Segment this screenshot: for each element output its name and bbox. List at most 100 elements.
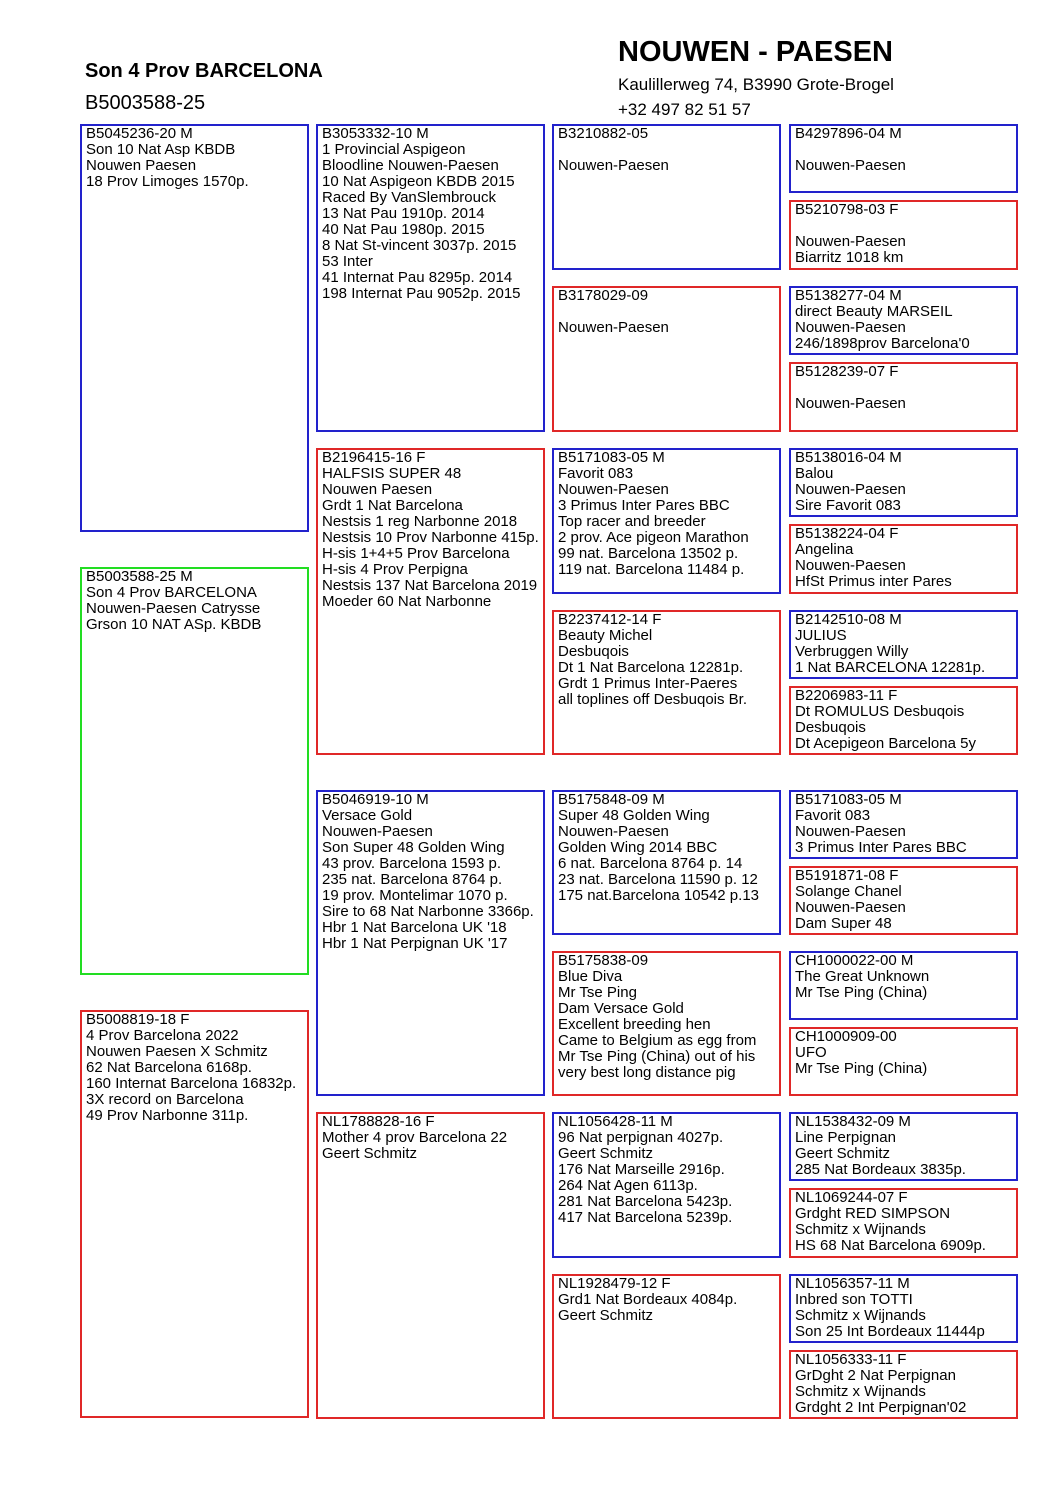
ring-number: B5138277-04 M <box>795 287 902 304</box>
pedigree-line: 1 Nat BARCELONA 12281p. <box>795 659 986 676</box>
pedigree-box-g4-6: B2142510-08 M JULIUS Verbruggen Willy 1 Nat… <box>789 610 1018 679</box>
ring-number: B5175848-09 M <box>558 791 665 808</box>
ring-number: B5008819-18 F <box>86 1011 190 1028</box>
pedigree-box-g3-0: B3210882-05 Nouwen-Paesen <box>552 124 781 270</box>
pedigree-line <box>795 218 1012 234</box>
pedigree-line: 3 Primus Inter Pares BBC <box>558 497 730 514</box>
pedigree-line: Mr Tse Ping <box>558 984 637 1001</box>
ring-number: B5046919-10 M <box>322 791 429 808</box>
subject-title: Son 4 Prov BARCELONA <box>85 60 323 82</box>
pedigree-line: Geert Schmitz <box>322 1145 418 1162</box>
pedigree-line: Geert Schmitz <box>795 1145 891 1162</box>
pedigree-line: Moeder 60 Nat Narbonne <box>322 593 492 610</box>
pedigree-line: 62 Nat Barcelona 6168p. <box>86 1059 252 1076</box>
pedigree-line: Inbred son TOTTI <box>795 1291 913 1308</box>
ring-number: B5175838-09 <box>558 952 649 969</box>
pedigree-line: Dam Super 48 <box>795 915 892 932</box>
ring-number: B5191871-08 F <box>795 867 899 884</box>
pedigree-line: Nouwen Paesen <box>86 157 197 174</box>
pedigree-line: 3X record on Barcelona <box>86 1091 244 1108</box>
pedigree-line: Schmitz x Wijnands <box>795 1383 926 1400</box>
pedigree-line: Dt 1 Nat Barcelona 12281p. <box>558 659 744 676</box>
pedigree-line: The Great Unknown <box>795 968 930 985</box>
pedigree-line: Hbr 1 Nat Perpignan UK '17 <box>322 935 508 952</box>
pedigree-line: Nouwen-Paesen <box>795 319 906 336</box>
pedigree-line: Nouwen-Paesen <box>795 157 906 174</box>
pedigree-box-g4-3: B5128239-07 F Nouwen-Paesen <box>789 362 1018 432</box>
pedigree-line <box>558 304 775 320</box>
pedigree-line: Versace Gold <box>322 807 413 824</box>
pedigree-line: Beauty Michel <box>558 627 653 644</box>
pedigree-box-g4-11: CH1000909-00 UFO Mr Tse Ping (China) <box>789 1027 1018 1096</box>
pedigree-line: Son 25 Int Bordeaux 11444p <box>795 1323 985 1340</box>
pedigree-line: Nestsis 137 Nat Barcelona 2019 <box>322 577 538 594</box>
pedigree-box-g2-1: B2196415-16 F HALFSIS SUPER 48 Nouwen Paes… <box>316 448 545 755</box>
pedigree-line: HS 68 Nat Barcelona 6909p. <box>795 1237 986 1254</box>
pedigree-box-g2-2: B5046919-10 M Versace Gold Nouwen-Paesen So… <box>316 790 545 1096</box>
pedigree-line: Nouwen-Paesen <box>558 823 669 840</box>
pedigree-box-g4-14: NL1056357-11 M Inbred son TOTTI Schmitz x … <box>789 1274 1018 1343</box>
pedigree-box-g4-10: CH1000022-00 M The Great Unknown Mr Tse Pi… <box>789 951 1018 1020</box>
pedigree-line: Geert Schmitz <box>558 1307 654 1324</box>
pedigree-line: Nouwen Paesen <box>322 481 433 498</box>
pedigree-line: UFO <box>795 1044 827 1061</box>
pedigree-line: 43 prov. Barcelona 1593 p. <box>322 855 502 872</box>
pedigree-line: 281 Nat Barcelona 5423p. <box>558 1193 733 1210</box>
pedigree-line: Schmitz x Wijnands <box>795 1307 926 1324</box>
ring-number: B2237412-14 F <box>558 611 662 628</box>
pedigree-line: H-sis 4 Prov Perpigna <box>322 561 468 578</box>
pedigree-box-g3-4: B5175848-09 M Super 48 Golden Wing Nouwen-… <box>552 790 781 935</box>
pedigree-line: Nouwen-Paesen <box>795 557 906 574</box>
pedigree-box-sire: B5045236-20 M Son 10 Nat Asp KBDB Nouwen P… <box>80 124 309 532</box>
pedigree-line: Son 4 Prov BARCELONA <box>86 584 257 601</box>
pedigree-line: Super 48 Golden Wing <box>558 807 710 824</box>
pedigree-line: HfSt Primus inter Pares <box>795 573 952 590</box>
ring-number: B3178029-09 <box>558 287 649 304</box>
pedigree-line: Nouwen-Paesen <box>558 157 669 174</box>
pedigree-box-g4-1: B5210798-03 F Nouwen-Paesen Biarritz 1018 … <box>789 200 1018 270</box>
ring-number: NL1056333-11 F <box>795 1351 907 1368</box>
ring-number: NL1928479-12 F <box>558 1275 671 1292</box>
pedigree-box-g4-15: NL1056333-11 F GrDght 2 Nat Perpignan Schm… <box>789 1350 1018 1419</box>
pedigree-box-g4-7: B2206983-11 F Dt ROMULUS Desbuqois Desbuqo… <box>789 686 1018 755</box>
pedigree-line: Grdght 2 Int Perpignan'02 <box>795 1399 967 1416</box>
pedigree-line: Balou <box>795 465 834 482</box>
pedigree-line: 285 Nat Bordeaux 3835p. <box>795 1161 966 1178</box>
pedigree-box-g4-4: B5138016-04 M Balou Nouwen-Paesen Sire Favo… <box>789 448 1018 517</box>
pedigree-box-g4-13: NL1069244-07 F Grdght RED SIMPSON Schmitz … <box>789 1188 1018 1258</box>
ring-number: B5138224-04 F <box>795 525 899 542</box>
pedigree-box-g2-3: NL1788828-16 F Mother 4 prov Barcelona 22… <box>316 1112 545 1419</box>
pedigree-line: very best long distance pig <box>558 1064 736 1081</box>
pedigree-line: 13 Nat Pau 1910p. 2014 <box>322 205 485 222</box>
ring-number: NL1538432-09 M <box>795 1113 911 1130</box>
pedigree-line: Grd1 Nat Bordeaux 4084p. <box>558 1291 738 1308</box>
pedigree-line: Mother 4 prov Barcelona 22 <box>322 1129 508 1146</box>
pedigree-line: Geert Schmitz <box>558 1145 654 1162</box>
pedigree-line: Nouwen-Paesen <box>558 319 669 336</box>
pedigree-line: HALFSIS SUPER 48 <box>322 465 462 482</box>
pedigree-box-g3-2: B5171083-05 M Favorit 083 Nouwen-Paesen 3 P… <box>552 448 781 594</box>
pedigree-line: Sire to 68 Nat Narbonne 3366p. <box>322 903 534 920</box>
pedigree-line: Nestsis 1 reg Narbonne 2018 <box>322 513 518 530</box>
pedigree-line: 3 Primus Inter Pares BBC <box>795 839 967 856</box>
pedigree-line: Grdt 1 Primus Inter-Paeres <box>558 675 738 692</box>
ring-number: NL1788828-16 F <box>322 1113 435 1130</box>
pedigree-line: 40 Nat Pau 1980p. 2015 <box>322 221 485 238</box>
pedigree-box-g3-1: B3178029-09 Nouwen-Paesen <box>552 286 781 432</box>
pedigree-line: Son 10 Nat Asp KBDB <box>86 141 236 158</box>
breeder-phone: +32 497 82 51 57 <box>618 100 751 119</box>
pedigree-line: 160 Internat Barcelona 16832p. <box>86 1075 297 1092</box>
pedigree-line: 235 nat. Barcelona 8764 p. <box>322 871 503 888</box>
ring-number: B5210798-03 F <box>795 201 899 218</box>
pedigree-box-g4-9: B5191871-08 F Solange Chanel Nouwen-Paesen… <box>789 866 1018 935</box>
pedigree-line <box>795 142 1012 158</box>
pedigree-line: Mr Tse Ping (China) <box>795 1060 928 1077</box>
pedigree-line: 2 prov. Ace pigeon Marathon <box>558 529 749 546</box>
breeder-address: Kaulillerweg 74, B3990 Grote-Brogel <box>618 75 894 94</box>
ring-number: B5138016-04 M <box>795 449 902 466</box>
ring-number: B3053332-10 M <box>322 125 429 142</box>
pedigree-box-subject: B5003588-25 M Son 4 Prov BARCELONA Nouwen-… <box>80 567 309 975</box>
pedigree-line: Line Perpignan <box>795 1129 896 1146</box>
pedigree-line: 96 Nat perpignan 4027p. <box>558 1129 724 1146</box>
